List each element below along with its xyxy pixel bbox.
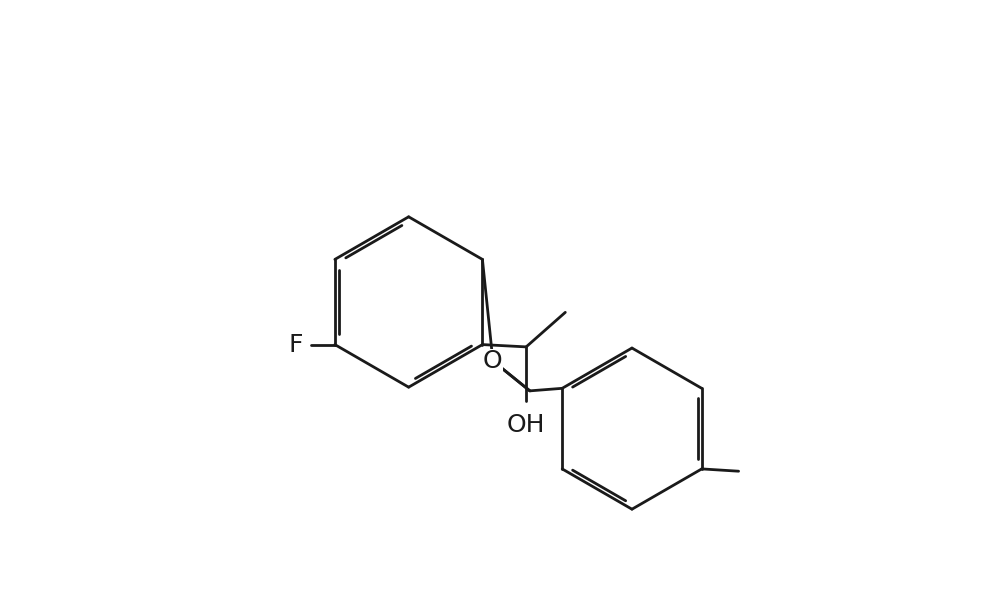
Text: O: O: [482, 349, 503, 373]
Text: F: F: [288, 332, 302, 356]
Text: OH: OH: [507, 413, 545, 437]
